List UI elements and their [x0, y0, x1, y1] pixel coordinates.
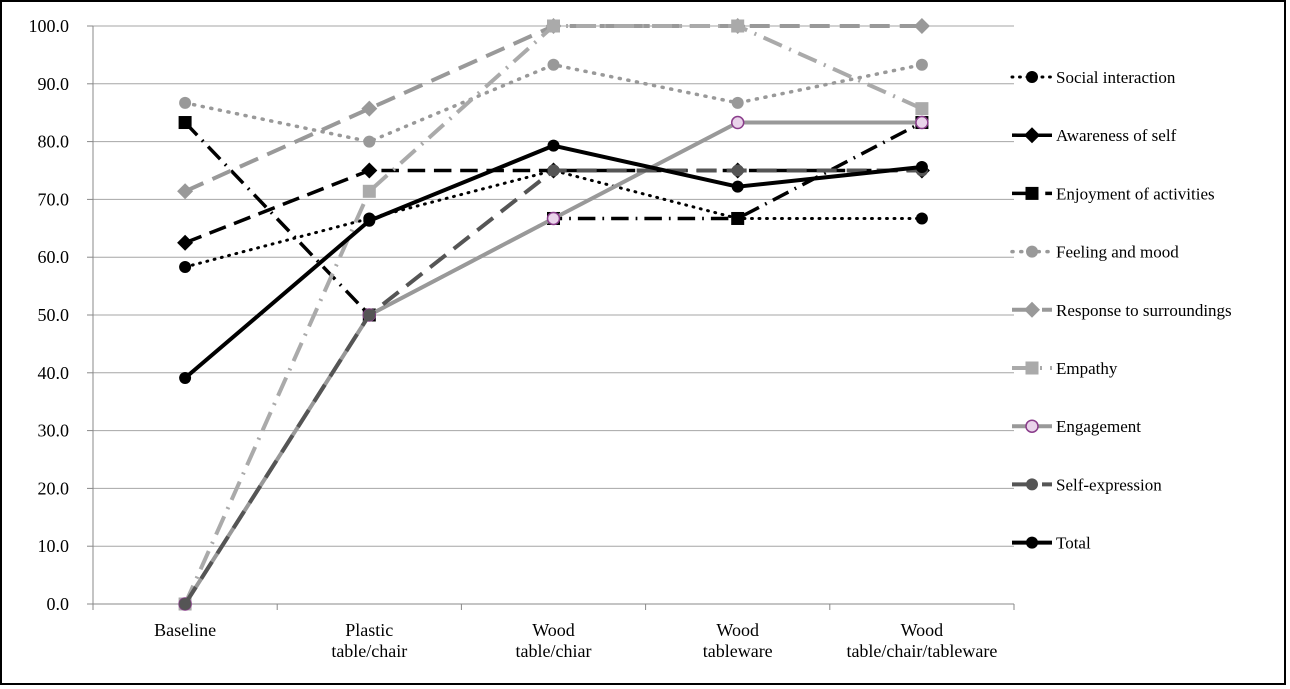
data-point: [547, 139, 560, 152]
data-point: [913, 18, 930, 34]
legend-marker: [1026, 478, 1038, 491]
data-point: [731, 19, 745, 33]
data-point: [915, 115, 929, 130]
legend-marker: [1024, 127, 1040, 144]
y-tick-label: 10.0: [38, 536, 70, 556]
y-tick-label: 60.0: [38, 247, 70, 267]
data-point: [177, 183, 194, 200]
axes: [92, 26, 1015, 610]
data-point: [179, 372, 192, 385]
x-tick-label: Plastic table/chair: [331, 620, 407, 661]
data-point: [547, 58, 560, 71]
x-tick-label: Wood table/chiar: [516, 620, 592, 661]
series-group: [177, 18, 930, 611]
legend-marker: [1024, 301, 1040, 318]
legend-entry: Engagement: [1012, 417, 1141, 436]
x-axis-ticks: Baseline Plastic table/chair Wood table/chia…: [154, 620, 997, 661]
data-point: [547, 164, 560, 177]
legend-entry: Response to surroundings: [1012, 301, 1232, 320]
x-tick-label: Wood table/chair/tableware: [846, 620, 997, 661]
data-point: [177, 234, 194, 251]
data-point: [179, 96, 192, 109]
y-tick-label: 70.0: [38, 189, 70, 209]
y-tick-label: 40.0: [38, 363, 70, 383]
series-line: [183, 62, 924, 144]
data-point: [178, 116, 192, 130]
legend-label: Response to surroundings: [1056, 301, 1232, 320]
x-tick-label: Wood tableware: [703, 620, 773, 661]
legend-label: Self-expression: [1056, 475, 1162, 494]
data-point: [363, 135, 376, 148]
legend-entry: Feeling and mood: [1010, 243, 1179, 262]
legend-label: Awareness of self: [1056, 126, 1177, 145]
data-point: [915, 58, 928, 71]
legend-entry: Awareness of self: [1012, 126, 1177, 145]
y-axis-ticks: 0.0 10.0 20.0 30.0 40.0 50.0 60.0 70.0 80.0 90.0 1…: [29, 16, 93, 614]
legend-label: Enjoyment of activities: [1056, 184, 1215, 203]
legend-marker: [1026, 536, 1038, 549]
y-tick-label: 80.0: [38, 132, 70, 152]
series-line: [183, 169, 924, 269]
legend-entry: Total: [1012, 534, 1091, 553]
legend-entry: Social interaction: [1010, 68, 1176, 87]
legend-marker: [1025, 419, 1039, 433]
data-point: [731, 96, 744, 109]
data-point: [546, 211, 561, 226]
legend-entry: Enjoyment of activities: [1012, 184, 1215, 203]
data-point: [547, 19, 560, 33]
series-feeling-and-mood: [179, 58, 928, 148]
series-engagement: [178, 115, 929, 611]
legend-label: Engagement: [1056, 417, 1141, 436]
series-self-expression: [179, 164, 928, 610]
legend-marker: [1025, 186, 1039, 200]
data-point: [915, 212, 928, 225]
data-point: [361, 162, 378, 179]
data-point: [179, 598, 192, 610]
data-point: [915, 102, 929, 116]
data-point: [361, 100, 378, 117]
legend-label: Feeling and mood: [1056, 243, 1179, 262]
data-point: [915, 161, 928, 174]
y-tick-label: 20.0: [38, 478, 70, 498]
data-point: [730, 115, 745, 130]
data-point: [363, 309, 376, 321]
series-line: [183, 120, 922, 606]
y-tick-label: 0.0: [47, 594, 70, 614]
series-line: [183, 143, 923, 380]
y-tick-label: 90.0: [38, 74, 70, 94]
data-point: [731, 180, 744, 193]
series-total: [179, 139, 928, 385]
legend-marker: [1026, 71, 1038, 83]
legend-label: Empathy: [1056, 359, 1118, 378]
data-point: [731, 211, 745, 225]
legend-label: Social interaction: [1056, 68, 1176, 87]
y-tick-label: 50.0: [38, 305, 70, 325]
y-tick-label: 100.0: [29, 16, 70, 36]
gridlines: [93, 25, 1014, 547]
legend-entry: Self-expression: [1012, 475, 1162, 494]
legend-entry: Empathy: [1012, 359, 1118, 378]
data-point: [362, 184, 376, 198]
y-tick-label: 30.0: [38, 421, 70, 441]
legend-label: Total: [1056, 534, 1091, 553]
legend: Social interaction Awareness of self Enjoy…: [1010, 68, 1232, 553]
x-tick-label: Baseline: [154, 620, 216, 640]
legend-marker: [1025, 361, 1039, 375]
data-point: [363, 214, 376, 227]
data-point: [731, 164, 744, 177]
data-point: [179, 261, 192, 274]
legend-marker: [1026, 245, 1038, 258]
